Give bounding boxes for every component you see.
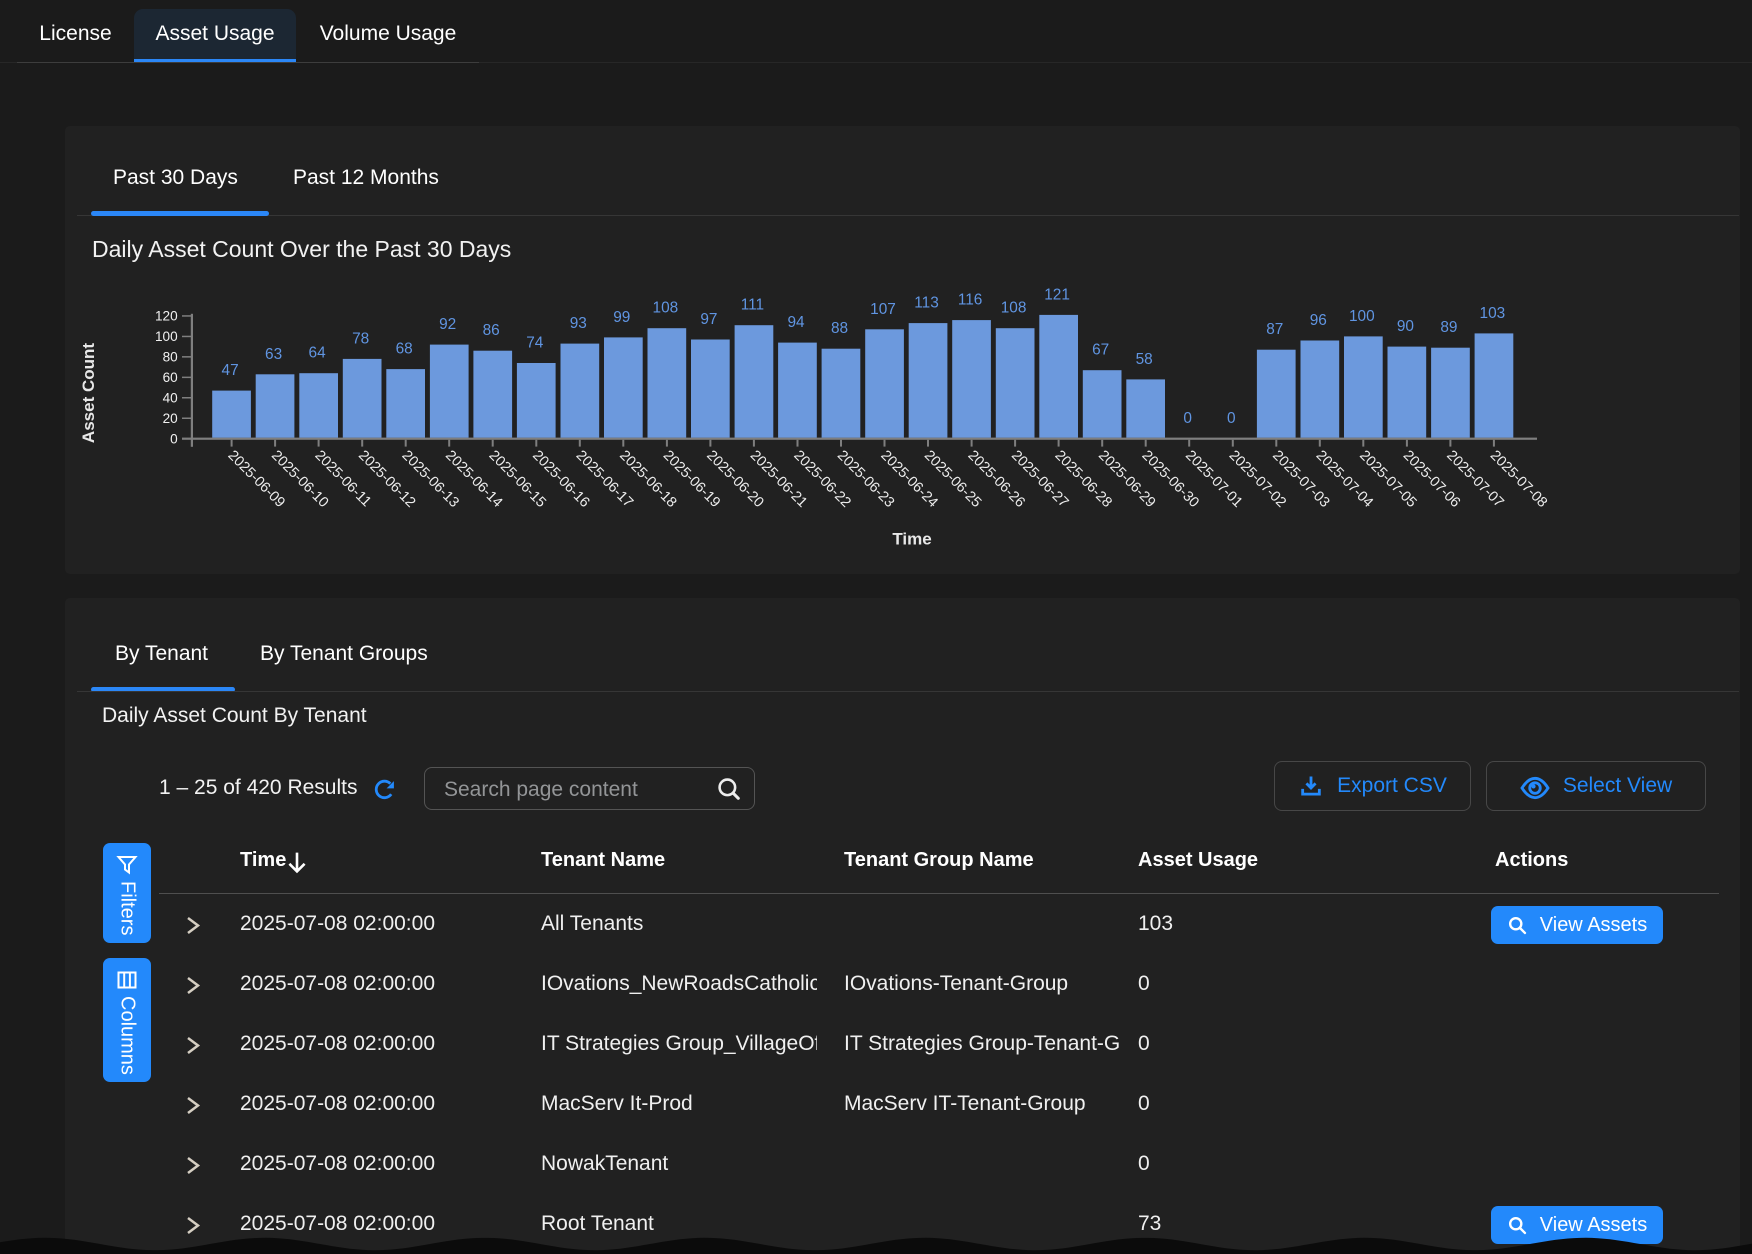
svg-text:67: 67 bbox=[1092, 342, 1109, 359]
svg-text:111: 111 bbox=[741, 297, 764, 314]
svg-text:103: 103 bbox=[1480, 305, 1506, 322]
svg-text:108: 108 bbox=[1001, 300, 1027, 317]
svg-text:93: 93 bbox=[570, 315, 587, 332]
svg-text:97: 97 bbox=[700, 311, 717, 328]
svg-text:0: 0 bbox=[1227, 410, 1236, 427]
svg-text:0: 0 bbox=[1183, 410, 1192, 427]
svg-text:94: 94 bbox=[787, 314, 805, 331]
svg-text:80: 80 bbox=[163, 350, 179, 365]
svg-text:20: 20 bbox=[163, 411, 179, 426]
svg-text:78: 78 bbox=[352, 330, 369, 347]
svg-text:107: 107 bbox=[870, 301, 896, 318]
svg-text:108: 108 bbox=[653, 300, 679, 317]
svg-text:Time: Time bbox=[892, 530, 931, 549]
svg-text:58: 58 bbox=[1136, 351, 1153, 368]
svg-text:64: 64 bbox=[309, 345, 327, 362]
svg-text:99: 99 bbox=[613, 309, 630, 326]
svg-text:68: 68 bbox=[396, 341, 413, 358]
svg-text:47: 47 bbox=[222, 362, 239, 379]
svg-text:89: 89 bbox=[1440, 319, 1457, 336]
svg-text:100: 100 bbox=[1349, 308, 1375, 325]
svg-text:86: 86 bbox=[483, 322, 500, 339]
svg-text:0: 0 bbox=[170, 431, 178, 446]
svg-text:63: 63 bbox=[265, 346, 282, 363]
svg-text:60: 60 bbox=[163, 370, 179, 385]
svg-text:116: 116 bbox=[958, 292, 983, 309]
svg-text:113: 113 bbox=[914, 295, 939, 312]
svg-text:74: 74 bbox=[526, 335, 544, 352]
svg-text:87: 87 bbox=[1266, 321, 1283, 338]
svg-text:120: 120 bbox=[155, 309, 178, 324]
svg-text:100: 100 bbox=[155, 329, 178, 344]
svg-text:90: 90 bbox=[1397, 318, 1414, 335]
svg-text:Asset Count: Asset Count bbox=[79, 343, 98, 443]
svg-text:96: 96 bbox=[1310, 312, 1327, 329]
svg-text:121: 121 bbox=[1044, 286, 1070, 303]
svg-text:40: 40 bbox=[163, 391, 179, 406]
svg-text:92: 92 bbox=[439, 316, 456, 333]
svg-text:88: 88 bbox=[831, 320, 848, 337]
